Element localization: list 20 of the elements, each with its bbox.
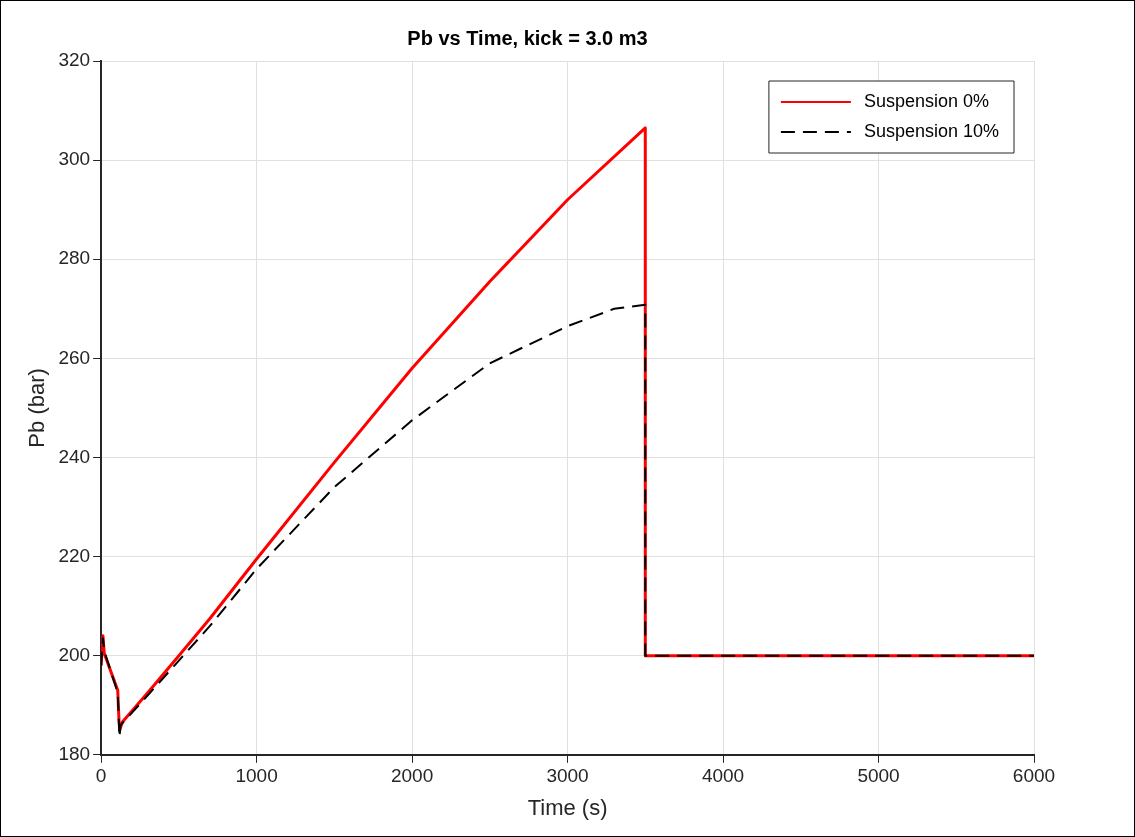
x-tick-label: 6000 xyxy=(1012,765,1056,787)
x-tick-label: 1000 xyxy=(235,765,278,787)
y-tick-label: 260 xyxy=(58,346,91,368)
y-tick-label: 180 xyxy=(58,743,91,765)
y-tick-label: 220 xyxy=(58,544,91,566)
legend-label: Suspension 10% xyxy=(863,120,1000,141)
y-tick-label: 240 xyxy=(58,445,91,467)
y-tick-label: 280 xyxy=(58,247,91,269)
x-tick-label: 0 xyxy=(95,765,107,787)
legend-label: Suspension 0% xyxy=(863,90,989,111)
x-tick-label: 4000 xyxy=(701,765,745,787)
x-tick-label: 3000 xyxy=(546,765,589,787)
x-tick-label: 2000 xyxy=(390,765,434,787)
y-tick-label: 200 xyxy=(58,643,91,665)
chart-title: Pb vs Time, kick = 3.0 m3 xyxy=(407,26,648,49)
y-tick-label: 300 xyxy=(58,148,91,170)
x-tick-label: 5000 xyxy=(857,765,900,787)
x-axis-title: Time (s) xyxy=(527,794,608,820)
y-tick-label: 320 xyxy=(58,49,91,71)
y-axis-title: Pb (bar) xyxy=(24,368,50,448)
